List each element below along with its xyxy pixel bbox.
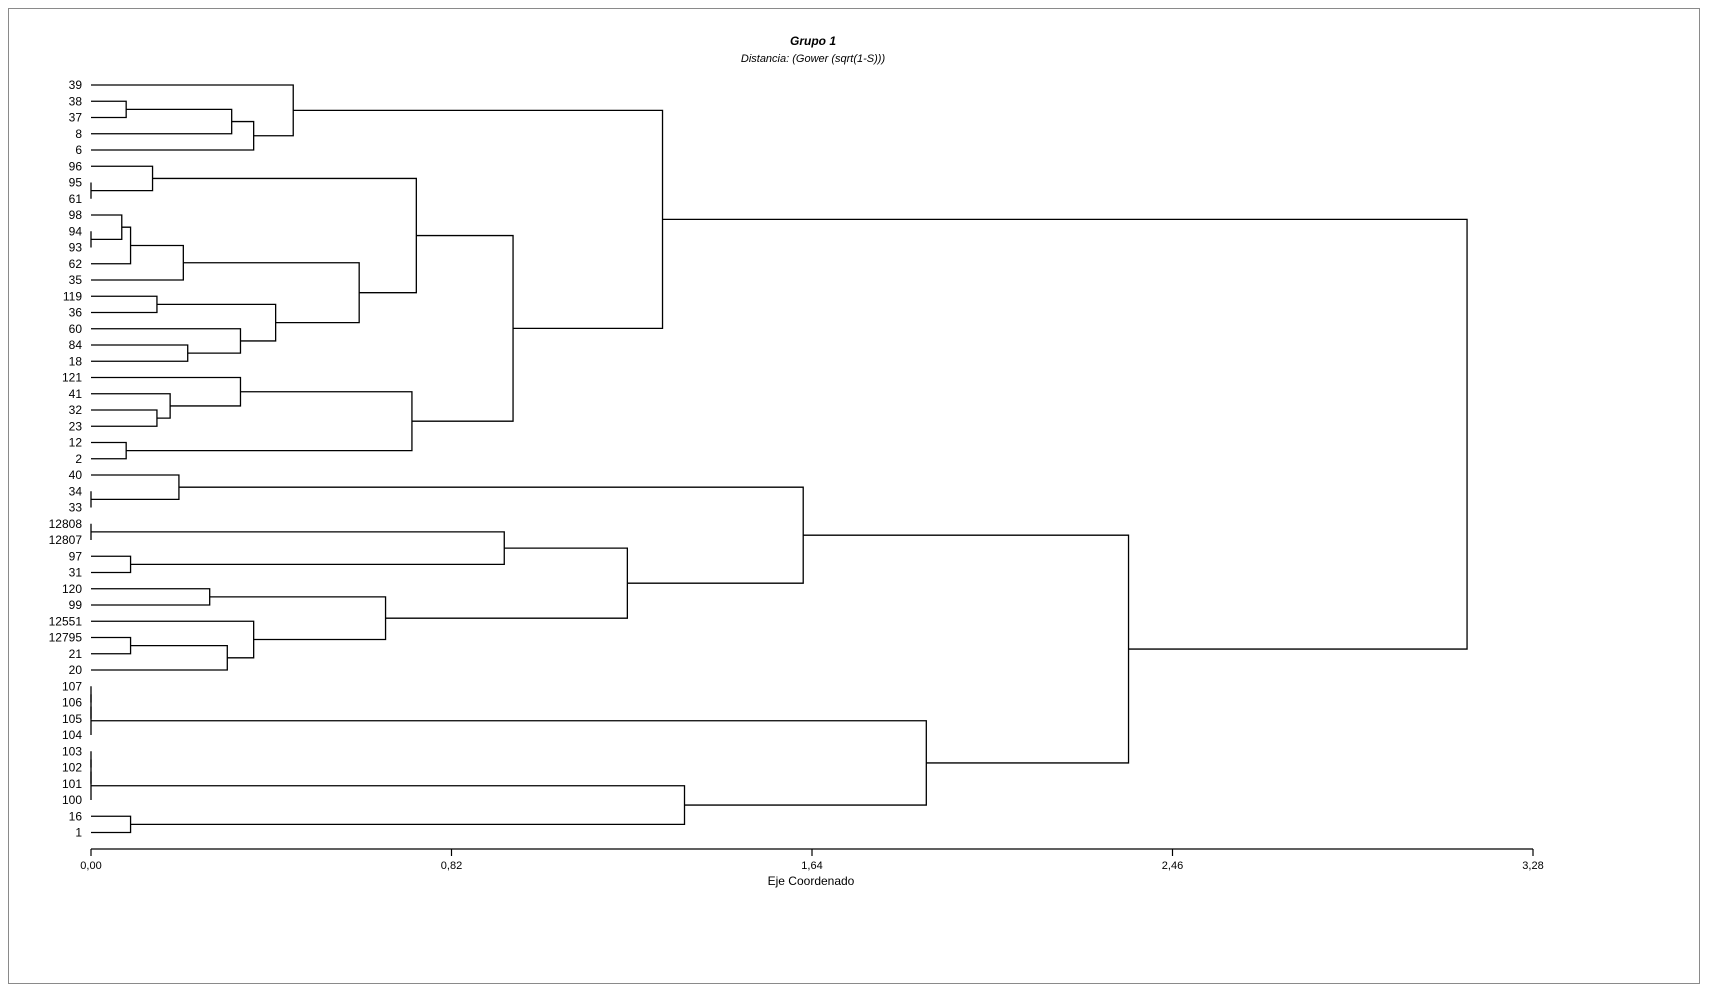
dendrogram-link [91, 226, 132, 265]
leaf-label: 34 [69, 484, 83, 498]
leaf-label: 95 [69, 176, 83, 190]
leaf-label: 35 [69, 273, 83, 287]
dendrogram-link [91, 393, 171, 419]
leaf-label: 23 [69, 419, 83, 433]
leaf-label: 107 [62, 679, 82, 693]
dendrogram-link [91, 474, 180, 501]
leaf-label: 106 [62, 696, 82, 710]
leaf-label: 1 [75, 826, 82, 840]
dendrogram-link [91, 376, 242, 407]
leaf-label: 37 [69, 111, 83, 125]
leaf-label: 98 [69, 208, 83, 222]
dendrogram-link [178, 486, 804, 584]
x-tick-label: 2,46 [1162, 860, 1183, 872]
dendrogram-link [91, 100, 127, 119]
leaf-label: 119 [63, 289, 82, 303]
dendrogram-link [91, 720, 927, 806]
dendrogram-link [91, 785, 686, 826]
dendrogram-link [91, 409, 158, 427]
leaf-label: 32 [69, 403, 83, 417]
chart-title: Grupo 1 [790, 34, 836, 48]
leaf-label: 94 [69, 224, 83, 238]
leaf-label: 31 [69, 566, 83, 580]
leaf-label: 102 [62, 761, 82, 775]
leaf-label: 33 [69, 501, 83, 515]
dendrogram-link [126, 391, 413, 452]
dendrogram-link [91, 328, 242, 354]
leaf-label: 18 [69, 354, 83, 368]
x-tick-label: 3,28 [1522, 860, 1543, 872]
leaf-label: 84 [69, 338, 83, 352]
dendrogram-link [91, 214, 123, 241]
leaf-label: 12808 [49, 517, 83, 531]
leaf-label: 6 [75, 143, 82, 157]
dendrogram-link [91, 531, 505, 566]
dendrogram-link [91, 108, 233, 135]
dendrogram-links [90, 84, 1468, 834]
dendrogram-link [91, 644, 228, 671]
leaf-label: 62 [69, 257, 83, 271]
dendrogram-link [91, 84, 294, 137]
dendrogram-link [91, 244, 184, 281]
dendrogram-link [91, 588, 211, 606]
leaf-label: 93 [69, 241, 83, 255]
dendrogram-link [156, 303, 277, 342]
leaf-label: 104 [62, 728, 82, 742]
chart-subtitle: Distancia: (Gower (sqrt(1-S))) [741, 53, 886, 65]
dendrogram-link [91, 620, 255, 659]
dendrogram-link [91, 636, 132, 655]
leaf-label: 36 [69, 306, 83, 320]
x-tick-label: 0,00 [80, 860, 101, 872]
leaf-label: 16 [69, 809, 83, 823]
leaf-label: 20 [69, 663, 83, 677]
dendrogram-link [91, 165, 154, 192]
leaf-label: 105 [62, 712, 82, 726]
leaf-label: 61 [69, 192, 83, 206]
dendrogram-link [209, 596, 387, 641]
x-axis: 0,00 0,82 1,64 2,46 3,28 [80, 848, 1544, 872]
leaf-label: 40 [69, 468, 83, 482]
leaf-label: 101 [62, 777, 82, 791]
x-axis-title: Eje Coordenado [768, 874, 855, 888]
leaf-label: 99 [69, 598, 83, 612]
leaf-label: 39 [69, 78, 83, 92]
dendrogram-link [91, 441, 127, 460]
dendrogram-link [91, 344, 189, 362]
dendrogram-link [662, 218, 1468, 650]
dendrogram-link [411, 234, 514, 422]
leaf-label: 21 [69, 647, 83, 661]
dendrogram-link [152, 177, 417, 294]
dendrogram-chart: Grupo 1 Distancia: (Gower (sqrt(1-S))) 3… [49, 34, 1544, 888]
chart-frame: Grupo 1 Distancia: (Gower (sqrt(1-S))) 3… [8, 8, 1700, 984]
leaf-label: 12807 [49, 533, 83, 547]
leaf-label: 60 [69, 322, 83, 336]
dendrogram-link [183, 262, 360, 324]
x-tick-label: 0,82 [441, 860, 462, 872]
x-tick-label: 1,64 [801, 860, 822, 872]
dendrogram-link [803, 534, 1130, 764]
dendrogram-link [91, 120, 255, 151]
leaf-label: 12 [69, 436, 83, 450]
leaf-label: 2 [75, 452, 82, 466]
leaf-label: 12551 [49, 614, 83, 628]
leaf-labels: 3938378696956198949362351193660841812141… [49, 78, 83, 840]
dendrogram-link [293, 109, 664, 330]
dendrogram-link [91, 295, 158, 314]
leaf-label: 100 [62, 793, 82, 807]
leaf-label: 120 [62, 582, 82, 596]
leaf-label: 96 [69, 159, 83, 173]
leaf-label: 97 [69, 549, 83, 563]
leaf-label: 121 [62, 371, 82, 385]
dendrogram-link [91, 815, 132, 834]
leaf-label: 8 [75, 127, 82, 141]
leaf-label: 38 [69, 94, 83, 108]
leaf-label: 41 [69, 387, 83, 401]
leaf-label: 103 [62, 744, 82, 758]
dendrogram-link [385, 547, 629, 619]
leaf-label: 12795 [49, 631, 83, 645]
dendrogram-link [91, 555, 132, 574]
